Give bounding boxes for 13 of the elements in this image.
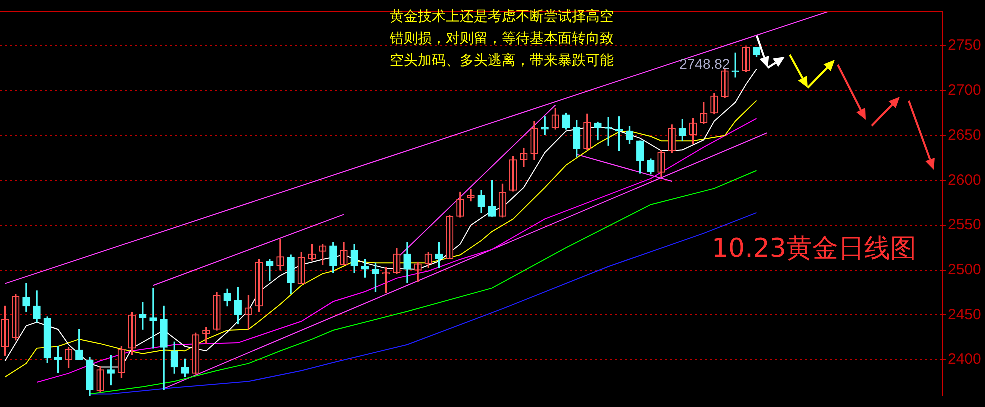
y-tick-label: 2600 — [948, 172, 982, 189]
annotation: 10.23黄金日线图 — [712, 233, 916, 265]
y-tick-label: 2400 — [948, 351, 982, 368]
y-tick-label: 2650 — [948, 126, 982, 144]
annotation: 黄金技术上还是考虑不断尝试择高空错则损，对则留，等待基本面转向致空头加码、多头逃离，带来暴跌可能 — [390, 8, 615, 71]
candlestick — [541, 116, 549, 136]
y-tick-label: 2500 — [948, 262, 982, 278]
y-tick-label: 2450 — [948, 306, 982, 324]
y-tick-label: 2700 — [948, 82, 982, 100]
y-tick-label: 2750 — [948, 37, 982, 54]
candlestick — [604, 117, 612, 146]
y-tick-label: 2550 — [948, 216, 982, 234]
annotation: 2748.82 — [680, 56, 730, 72]
